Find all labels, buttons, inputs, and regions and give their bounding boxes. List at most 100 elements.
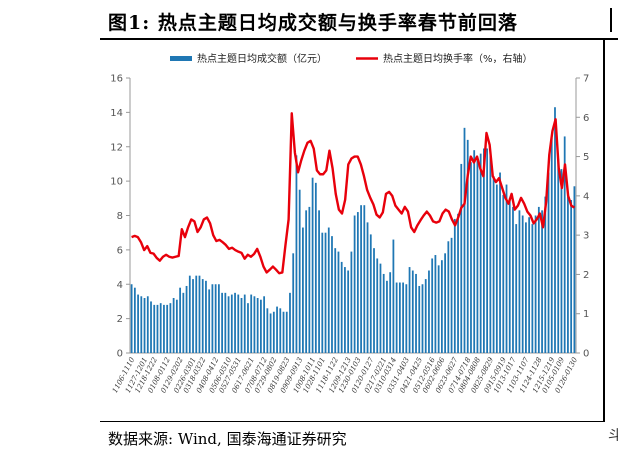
bar-mark: [479, 153, 482, 354]
bar-mark: [192, 279, 194, 353]
bar-mark: [185, 285, 188, 353]
bar-series: [130, 107, 576, 354]
bar-mark: [534, 215, 537, 353]
bar-mark: [395, 282, 398, 353]
bar-mark: [234, 292, 236, 353]
legend-label-bar: 热点主题日均成交额（亿元）: [197, 52, 327, 65]
bar-mark: [285, 311, 288, 353]
bar-mark: [230, 294, 233, 353]
bar-mark: [198, 275, 201, 353]
adjacent-panel-edge: [610, 8, 618, 32]
bar-mark: [250, 294, 253, 353]
bar-mark: [379, 263, 382, 354]
bar-mark: [512, 206, 514, 353]
bar-mark: [146, 296, 149, 353]
bar-mark: [208, 289, 211, 353]
bar-mark: [499, 172, 501, 353]
right-tick-label: 3: [583, 231, 589, 242]
right-tick-label: 4: [583, 191, 589, 202]
bar-mark: [411, 270, 414, 353]
bar-mark: [392, 239, 395, 353]
bar-mark: [470, 162, 472, 353]
bar-mark: [505, 184, 508, 353]
bar-mark: [460, 163, 463, 353]
bar-mark: [376, 258, 379, 353]
bar-mark: [541, 210, 543, 353]
bar-mark: [570, 200, 573, 353]
bar-mark: [415, 273, 417, 353]
bar-mark: [457, 213, 459, 353]
bar-mark: [150, 301, 152, 353]
bar-mark: [428, 270, 430, 353]
bar-mark: [217, 284, 220, 353]
bar-mark: [179, 287, 181, 353]
bar-mark: [360, 205, 362, 353]
bar-mark: [398, 282, 401, 353]
bar-mark: [201, 279, 204, 353]
bar-mark: [508, 198, 511, 353]
bar-mark: [347, 270, 350, 353]
bar-mark: [405, 284, 408, 353]
bar-mark: [560, 169, 563, 353]
bar-mark: [353, 215, 356, 353]
bar-mark: [153, 304, 156, 354]
bar-mark: [314, 182, 317, 353]
bar-mark: [386, 280, 388, 353]
left-tick-label: 6: [117, 245, 123, 256]
bar-mark: [567, 196, 569, 353]
bar-mark: [550, 138, 553, 353]
bar-mark: [573, 186, 576, 353]
bar-mark: [389, 272, 392, 353]
bar-mark: [240, 298, 243, 353]
bar-mark: [554, 107, 556, 353]
legend-label-line: 热点主题日均换手率（%，右轴）: [383, 52, 533, 65]
bar-mark: [431, 258, 434, 353]
bar-mark: [308, 206, 311, 353]
bar-mark: [521, 215, 524, 353]
bar-mark: [334, 248, 337, 353]
bar-mark: [279, 308, 282, 353]
bar-mark: [382, 273, 385, 353]
bar-mark: [272, 311, 275, 353]
bar-mark: [502, 194, 505, 354]
bar-mark: [318, 210, 320, 353]
bar-mark: [450, 237, 453, 353]
bar-mark: [537, 206, 540, 353]
chart-legend: 热点主题日均成交额（亿元） 热点主题日均换手率（%，右轴）: [170, 52, 533, 65]
right-tick-label: 5: [583, 152, 589, 163]
right-tick-label: 2: [583, 270, 589, 281]
bar-mark: [340, 261, 343, 353]
right-tick-label: 7: [583, 74, 589, 85]
bar-mark: [159, 303, 162, 353]
bar-mark: [221, 292, 223, 353]
bar-mark: [531, 224, 534, 353]
left-tick-label: 4: [117, 280, 123, 291]
bar-mark: [137, 294, 139, 353]
bar-mark: [453, 218, 456, 353]
bar-mark: [331, 236, 333, 354]
bar-mark: [363, 205, 366, 353]
bar-mark: [282, 311, 285, 353]
turnover-line: [131, 112, 576, 275]
source-note: 数据来源: Wind, 国泰海通证券研究: [108, 430, 347, 448]
bar-mark: [528, 217, 531, 353]
legend-swatch-bar: [170, 56, 192, 61]
left-tick-label: 12: [110, 142, 123, 153]
bar-mark: [175, 299, 178, 353]
bar-mark: [321, 232, 324, 353]
bar-mark: [166, 304, 169, 354]
bar-mark: [476, 160, 479, 353]
right-frame-top: [603, 38, 618, 40]
bar-mark: [434, 255, 437, 353]
bar-mark: [292, 253, 295, 353]
bar-mark: [182, 292, 185, 353]
bar-mark: [408, 267, 411, 353]
bar-mark: [489, 155, 492, 353]
bar-mark: [369, 234, 372, 353]
bar-mark: [418, 285, 421, 353]
bar-mark: [483, 148, 485, 353]
bar-mark: [463, 127, 466, 353]
left-tick-label: 8: [117, 211, 123, 222]
bar-mark: [247, 303, 249, 353]
